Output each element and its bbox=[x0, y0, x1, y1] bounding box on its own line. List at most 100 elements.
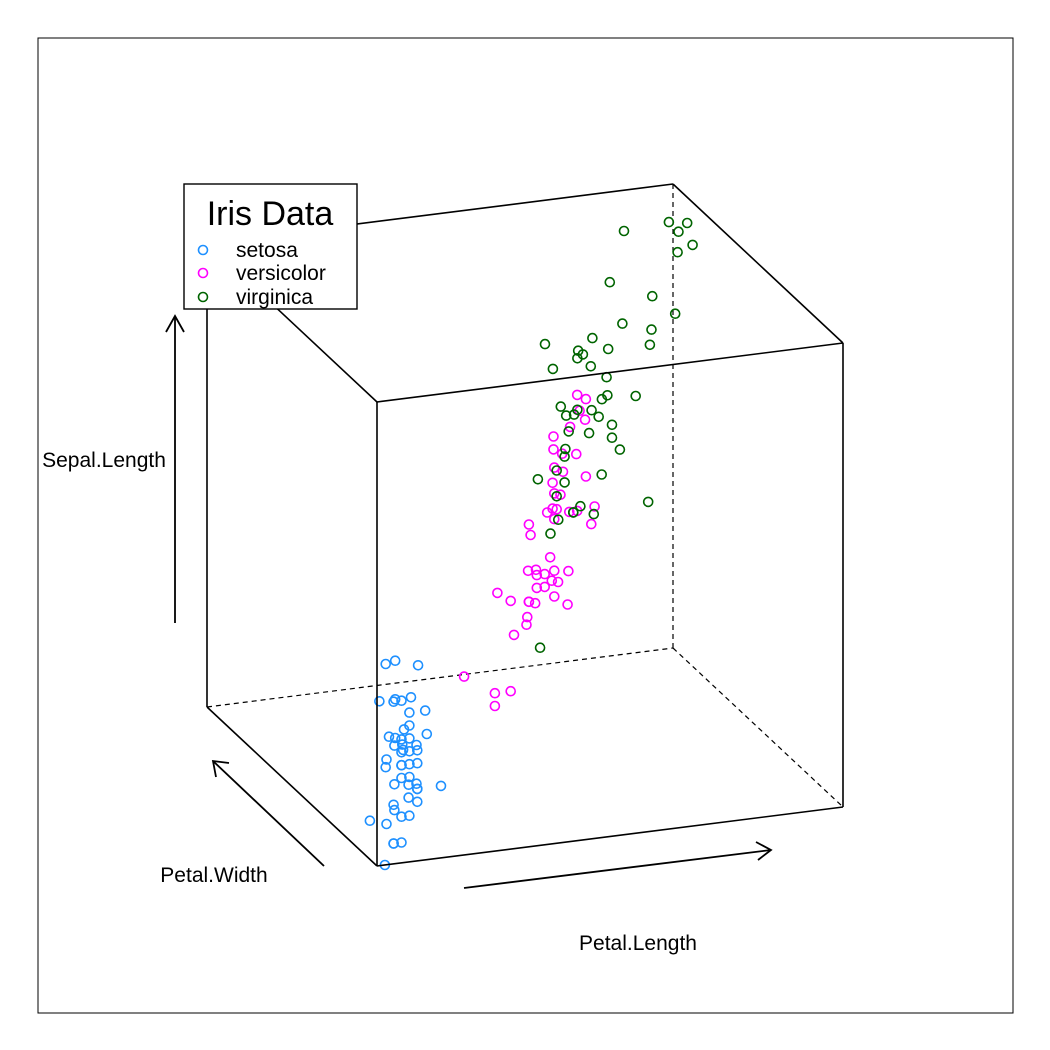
point-setosa-28 bbox=[396, 734, 407, 745]
point-setosa-10 bbox=[404, 707, 415, 718]
point-versicolor-11 bbox=[525, 529, 536, 541]
point-setosa-9 bbox=[411, 778, 422, 790]
point-versicolor-9 bbox=[508, 629, 520, 641]
point-setosa-2 bbox=[388, 799, 399, 811]
legend-label-virginica: virginica bbox=[236, 286, 313, 309]
point-virginica-13 bbox=[552, 514, 564, 526]
point-versicolor-1 bbox=[548, 462, 560, 473]
point-setosa-3 bbox=[404, 810, 415, 822]
point-virginica-5 bbox=[672, 246, 683, 258]
point-setosa-12 bbox=[403, 792, 414, 803]
x-axis-label: Petal.Length bbox=[579, 932, 697, 955]
point-virginica-21 bbox=[545, 528, 556, 539]
point-versicolor-46 bbox=[539, 568, 551, 580]
point-virginica-45 bbox=[547, 363, 559, 375]
point-setosa-43 bbox=[383, 731, 395, 743]
point-versicolor-44 bbox=[539, 581, 551, 593]
point-virginica-37 bbox=[606, 432, 618, 444]
point-virginica-19 bbox=[588, 508, 600, 520]
point-versicolor-12 bbox=[544, 551, 556, 563]
hidden-edge-back-bottom-right bbox=[672, 647, 844, 808]
z-axis-arrow bbox=[165, 314, 185, 623]
point-versicolor-42 bbox=[530, 564, 542, 576]
point-setosa-49 bbox=[396, 759, 407, 771]
point-versicolor-48 bbox=[458, 671, 470, 682]
point-virginica-11 bbox=[583, 427, 595, 439]
point-virginica-30 bbox=[646, 290, 658, 302]
point-virginica-17 bbox=[673, 226, 684, 237]
point-versicolor-24 bbox=[547, 477, 558, 489]
point-versicolor-32 bbox=[522, 565, 534, 577]
point-setosa-41 bbox=[381, 818, 392, 830]
point-setosa-32 bbox=[411, 739, 422, 751]
z-axis-label: Sepal.Length bbox=[42, 449, 166, 472]
point-virginica-2 bbox=[617, 318, 628, 329]
hidden-edge-back-bottom-left bbox=[206, 647, 674, 708]
point-virginica-3 bbox=[614, 444, 626, 455]
point-versicolor-2 bbox=[580, 393, 592, 405]
point-virginica-43 bbox=[602, 343, 614, 355]
point-setosa-29 bbox=[411, 796, 423, 808]
point-versicolor-18 bbox=[548, 488, 560, 499]
point-setosa-27 bbox=[404, 733, 415, 744]
point-versicolor-22 bbox=[580, 471, 592, 482]
point-virginica-33 bbox=[596, 469, 608, 480]
point-setosa-36 bbox=[388, 696, 399, 708]
point-versicolor-49 bbox=[531, 569, 543, 581]
point-setosa-35 bbox=[380, 761, 392, 773]
point-virginica-41 bbox=[539, 338, 551, 350]
point-setosa-34 bbox=[404, 771, 415, 783]
point-versicolor-14 bbox=[492, 587, 503, 599]
y-axis-label: Petal.Width bbox=[160, 864, 267, 887]
legend-entry-virginica: virginica bbox=[197, 286, 313, 309]
point-setosa-39 bbox=[404, 745, 415, 757]
point-virginica-9 bbox=[604, 276, 616, 288]
point-versicolor-16 bbox=[548, 565, 560, 577]
box-hidden-edges bbox=[206, 184, 844, 808]
point-virginica-26 bbox=[551, 465, 563, 476]
point-setosa-46 bbox=[411, 744, 423, 756]
point-versicolor-5 bbox=[563, 565, 574, 577]
data-points bbox=[364, 216, 698, 871]
point-setosa-47 bbox=[396, 811, 407, 823]
edge-bottom-left bbox=[206, 706, 378, 867]
point-versicolor-45 bbox=[546, 575, 558, 587]
point-virginica-29 bbox=[644, 339, 656, 351]
point-virginica-38 bbox=[551, 490, 563, 502]
point-versicolor-33 bbox=[589, 501, 600, 512]
point-versicolor-29 bbox=[505, 595, 517, 607]
point-virginica-8 bbox=[630, 390, 642, 402]
point-setosa-6 bbox=[389, 804, 400, 816]
legend-title: Iris Data bbox=[207, 195, 334, 233]
point-virginica-15 bbox=[555, 401, 567, 412]
point-versicolor-34 bbox=[548, 591, 560, 602]
point-versicolor-17 bbox=[552, 576, 564, 588]
y-axis-arrow bbox=[211, 759, 325, 867]
point-versicolor-36 bbox=[564, 421, 576, 433]
point-virginica-47 bbox=[568, 409, 580, 420]
point-virginica-31 bbox=[663, 216, 675, 228]
point-setosa-37 bbox=[403, 779, 414, 791]
point-setosa-21 bbox=[389, 732, 401, 744]
point-setosa-42 bbox=[388, 838, 399, 849]
point-setosa-17 bbox=[389, 740, 400, 751]
point-virginica-40 bbox=[572, 352, 583, 364]
edge-top-front bbox=[376, 342, 844, 403]
point-versicolor-7 bbox=[489, 700, 501, 712]
point-setosa-1 bbox=[396, 772, 407, 784]
point-virginica-35 bbox=[618, 225, 630, 237]
point-virginica-25 bbox=[646, 324, 657, 335]
point-virginica-28 bbox=[593, 411, 605, 423]
point-virginica-10 bbox=[560, 410, 572, 421]
point-versicolor-47 bbox=[547, 503, 558, 514]
point-virginica-12 bbox=[585, 360, 597, 372]
point-setosa-48 bbox=[404, 720, 415, 731]
axis-arrows bbox=[165, 314, 773, 889]
point-virginica-6 bbox=[534, 642, 546, 654]
point-setosa-33 bbox=[396, 695, 407, 707]
edge-top-right bbox=[672, 183, 844, 344]
point-versicolor-41 bbox=[563, 506, 575, 518]
point-setosa-7 bbox=[404, 758, 415, 770]
point-setosa-26 bbox=[397, 744, 409, 756]
